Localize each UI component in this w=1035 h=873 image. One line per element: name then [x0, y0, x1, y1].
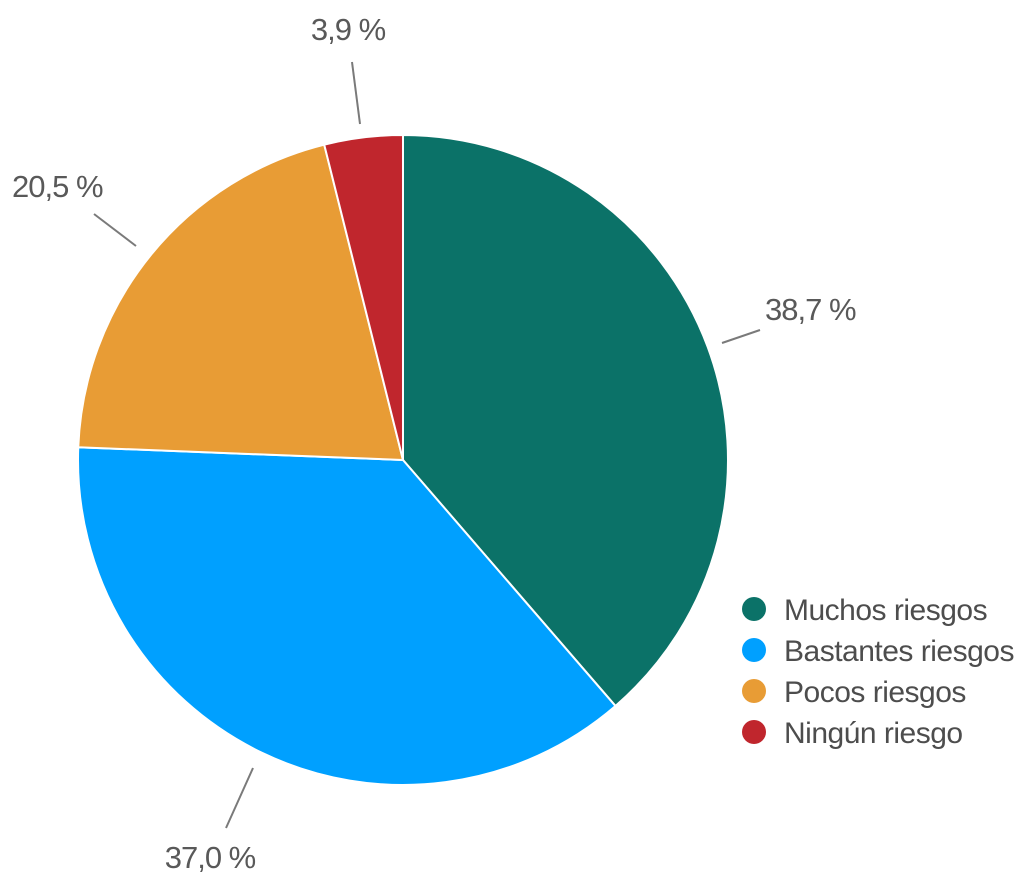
legend-label: Ningún riesgo — [784, 717, 963, 750]
value-labels: 38,7 % 37,0 % 20,5 % 3,9 % — [12, 12, 857, 873]
legend: Muchos riesgos Bastantes riesgos Pocos rie… — [742, 594, 1014, 750]
pie-slices — [77, 133, 729, 786]
value-label: 37,0 % — [165, 840, 256, 873]
leader-line — [225, 767, 254, 829]
legend-label: Bastantes riesgos — [784, 635, 1014, 668]
pie-slice-muchos-riesgos — [402, 133, 729, 708]
leader-line — [721, 329, 761, 344]
legend-label: Pocos riesgos — [784, 676, 966, 709]
legend-marker — [742, 720, 766, 744]
leader-lines — [93, 61, 761, 829]
value-label: 20,5 % — [12, 169, 103, 204]
leader-line — [93, 213, 137, 247]
pie-slice-pocos-riesgos — [77, 143, 405, 462]
value-label: 38,7 % — [765, 292, 856, 327]
legend-label: Muchos riesgos — [784, 594, 987, 627]
value-label: 3,9 % — [311, 12, 386, 47]
leader-line — [351, 61, 361, 125]
pie-slice-bastantes-riesgos — [77, 446, 617, 786]
legend-marker — [742, 679, 766, 703]
legend-marker — [742, 597, 766, 621]
legend-marker — [742, 638, 766, 662]
pie-slice-ning-n-riesgo — [323, 133, 404, 461]
